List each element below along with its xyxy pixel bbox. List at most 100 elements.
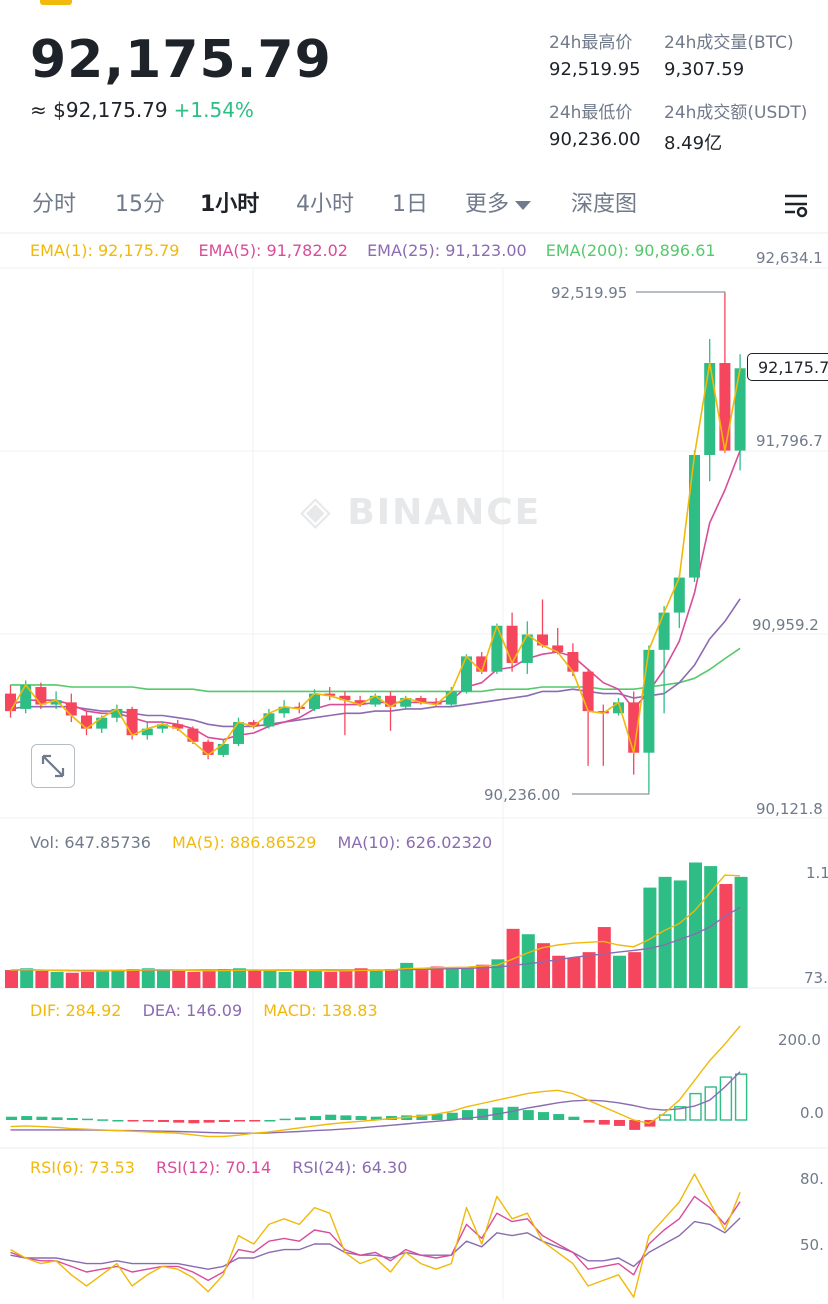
macd-bar-4 — [66, 1118, 78, 1120]
candle-body-3 — [50, 700, 62, 705]
binance-logo-icon: ◈ — [300, 488, 333, 534]
legend-rsi6: RSI(6): 73.53 — [30, 1158, 135, 1177]
macd-bar-28 — [431, 1114, 443, 1120]
tab-15m[interactable]: 15分 — [115, 192, 165, 217]
candle-body-24 — [369, 695, 381, 705]
usd-price: ≈ $92,175.79 — [30, 98, 168, 122]
candle-body-16 — [248, 722, 260, 727]
legend-dif: DIF: 284.92 — [30, 1001, 122, 1020]
tab-1h[interactable]: 1小时 — [200, 192, 260, 217]
volume-bar-41 — [628, 952, 642, 988]
price-change: +1.54% — [173, 98, 254, 122]
macd-bar-8 — [127, 1120, 139, 1122]
tab-more[interactable]: 更多 — [465, 186, 532, 218]
volume-bar-25 — [385, 969, 398, 988]
rsi6-line — [10, 1173, 741, 1298]
macd-bar-29 — [446, 1112, 458, 1120]
candle-body-1 — [20, 684, 32, 709]
volume-bar-28 — [430, 966, 444, 988]
candle-body-6 — [96, 717, 108, 729]
volume-bar-42 — [643, 887, 657, 988]
volume-bar-36 — [552, 955, 566, 988]
volume-bar-0 — [5, 970, 18, 988]
volume-bar-29 — [445, 968, 459, 988]
legend-macd: MACD: 138.83 — [263, 1001, 378, 1020]
legend-dea: DEA: 146.09 — [142, 1001, 243, 1020]
volume-bar-8 — [126, 969, 140, 988]
macd-bar-9 — [142, 1120, 154, 1122]
volume-bar-11 — [172, 970, 186, 988]
macd-bar-15 — [234, 1120, 245, 1122]
candle-body-38 — [582, 671, 594, 712]
volume-bar-22 — [339, 970, 353, 988]
macd-bar-38 — [583, 1120, 595, 1123]
low-24h-value: 90,236.00 — [549, 129, 641, 150]
volume-bar-10 — [157, 970, 170, 988]
legend-vol-ma5: MA(5): 886.86529 — [172, 833, 317, 852]
candle-body-33 — [506, 625, 518, 663]
tab-depth[interactable]: 深度图 — [571, 192, 638, 217]
y-tick-rsi-1: 50. — [800, 1236, 824, 1254]
volume-bar-13 — [202, 970, 216, 988]
macd-bar-18 — [279, 1118, 291, 1121]
macd-bar-31 — [477, 1108, 489, 1120]
y-tick-rsi-0: 80. — [800, 1170, 824, 1188]
candle-body-45 — [689, 454, 700, 578]
candle-body-10 — [157, 724, 168, 729]
tab-1d[interactable]: 1日 — [392, 192, 428, 217]
volume-bar-34 — [521, 934, 535, 988]
macd-bar-30 — [462, 1110, 473, 1120]
volume-bar-27 — [415, 970, 429, 988]
volume-bar-47 — [719, 884, 733, 988]
vol-usdt-label: 24h成交额(USDT) — [664, 103, 808, 123]
binance-watermark: ◈ BINANCE — [300, 488, 541, 534]
candle-body-32 — [491, 625, 503, 672]
macd-bar-10 — [158, 1120, 169, 1122]
macd-bar-2 — [36, 1116, 48, 1120]
candle-body-17 — [263, 713, 275, 727]
tab-4h[interactable]: 4小时 — [296, 192, 354, 217]
tab-more-label: 更多 — [465, 192, 510, 217]
volume-bar-40 — [613, 955, 626, 988]
candle-body-22 — [339, 695, 351, 701]
candle-body-9 — [141, 728, 153, 736]
volume-bar-19 — [293, 970, 307, 988]
y-tick-macd-1: 0.0 — [800, 1104, 824, 1122]
macd-bar-5 — [82, 1118, 93, 1121]
watermark-text: BINANCE — [347, 492, 542, 533]
candle-body-21 — [324, 693, 336, 696]
volume-bar-1 — [20, 968, 34, 988]
candle-body-37 — [567, 652, 579, 672]
candle-body-29 — [445, 691, 457, 705]
candle-body-7 — [111, 708, 123, 718]
volume-bar-5 — [81, 971, 94, 988]
dif-line — [10, 1025, 741, 1138]
macd-bar-40 — [614, 1120, 625, 1126]
settings-sliders-icon[interactable] — [780, 188, 812, 220]
candle-body-39 — [597, 711, 609, 714]
volume-bar-2 — [35, 970, 49, 988]
ema1-line — [9, 362, 741, 756]
legend-ema200: EMA(200): 90,896.61 — [545, 241, 716, 260]
ema200-line — [10, 647, 741, 693]
macd-bar-11 — [173, 1120, 185, 1123]
ema-legend: EMA(1): 92,175.79 EMA(5): 91,782.02 EMA(… — [30, 241, 716, 260]
volume-bar-20 — [309, 970, 322, 988]
legend-vol-ma10: MA(10): 626.02320 — [337, 833, 493, 852]
tab-time-sharing[interactable]: 分时 — [32, 192, 77, 217]
macd-bar-46 — [704, 1086, 717, 1121]
volume-bar-7 — [111, 970, 125, 988]
macd-bar-43 — [658, 1114, 672, 1121]
volume-bar-17 — [263, 970, 277, 988]
candle-body-34 — [521, 634, 533, 663]
legend-rsi24: RSI(24): 64.30 — [292, 1158, 408, 1177]
high-24h-value: 92,519.95 — [549, 59, 641, 80]
volume-bar-14 — [217, 969, 231, 988]
volume-bar-24 — [369, 970, 383, 988]
high-annotation: 92,519.95 — [551, 284, 628, 302]
macd-bar-20 — [310, 1116, 321, 1120]
usd-price-row: ≈ $92,175.79 +1.54% — [30, 98, 254, 122]
expand-arrows-icon[interactable] — [31, 744, 75, 788]
macd-bar-12 — [188, 1120, 200, 1124]
